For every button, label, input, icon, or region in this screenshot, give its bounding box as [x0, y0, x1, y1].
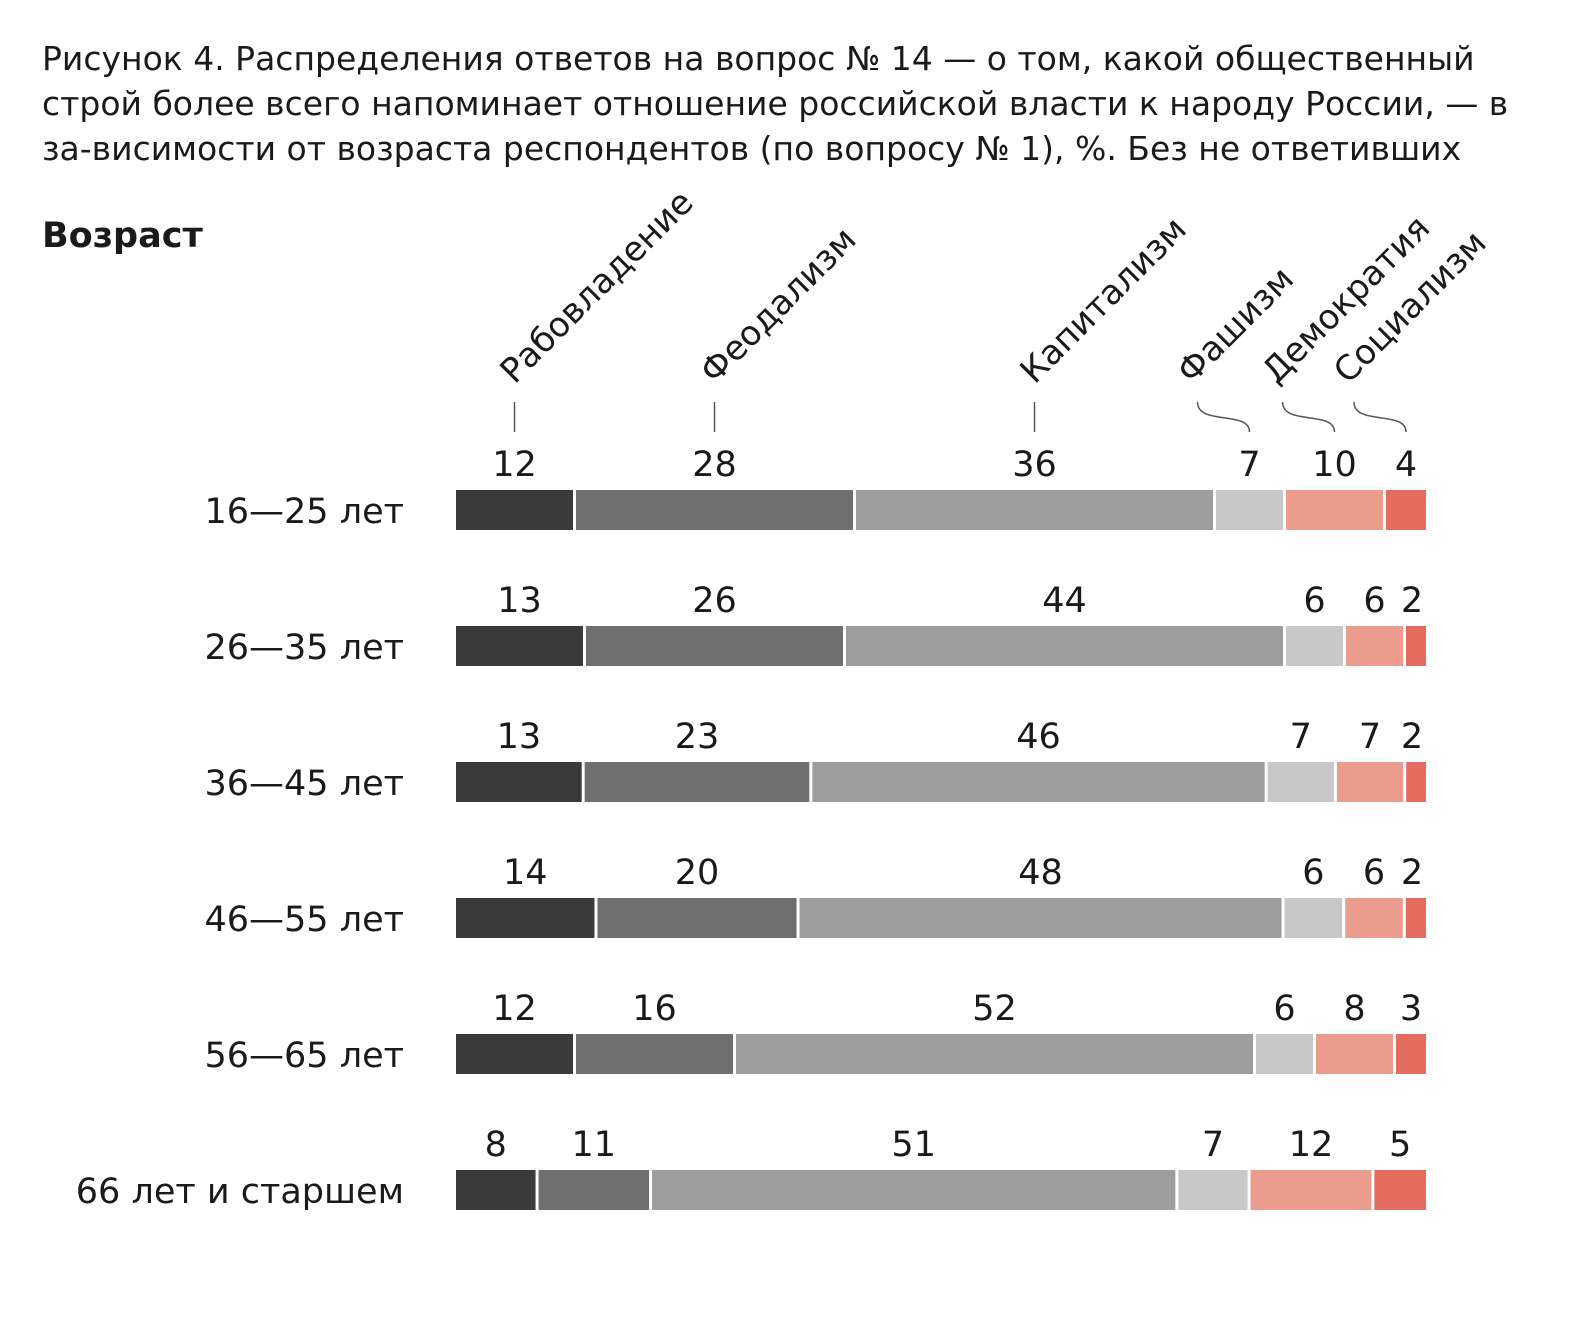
data-label: 6: [1363, 853, 1385, 893]
data-label: 48: [1018, 853, 1063, 893]
row-label: 36—45 лет: [205, 764, 405, 804]
bar-segment: [812, 762, 1265, 802]
data-label: 12: [1289, 1125, 1334, 1165]
bar-segment: [586, 626, 843, 666]
data-label: 46: [1016, 717, 1061, 757]
bar-segment: [1250, 1170, 1372, 1210]
bar-segment: [1178, 1170, 1248, 1210]
data-label: 14: [503, 853, 548, 893]
data-label: 8: [485, 1125, 507, 1165]
bar-segment: [1256, 1034, 1313, 1074]
row-label: 26—35 лет: [205, 628, 405, 668]
bar-segment: [652, 1170, 1176, 1210]
data-label: 13: [497, 581, 542, 621]
chart-title: Рисунок 4. Распределения ответов на вопр…: [42, 39, 1509, 168]
data-label: 2: [1401, 717, 1423, 757]
bar-segment: [1405, 898, 1426, 938]
data-label: 2: [1401, 853, 1423, 893]
bar-segment: [1316, 1034, 1393, 1074]
data-label: 7: [1290, 717, 1312, 757]
bar-segment: [456, 490, 573, 530]
data-label: 5: [1389, 1125, 1411, 1165]
bar-segment: [736, 1034, 1253, 1074]
bar-segment: [846, 626, 1283, 666]
bar-segment: [1374, 1170, 1426, 1210]
legend-label: Рабовладение: [493, 182, 702, 391]
bar-segment: [1396, 1034, 1426, 1074]
data-label: 12: [492, 445, 537, 485]
data-label: 6: [1273, 989, 1295, 1029]
legend-label: Феодализм: [693, 220, 865, 392]
data-label: 7: [1359, 717, 1381, 757]
data-label: 4: [1395, 445, 1417, 485]
bar-segment: [576, 490, 853, 530]
data-label: 28: [692, 445, 737, 485]
bar-segment: [538, 1170, 650, 1210]
bar-segment: [456, 898, 595, 938]
data-label: 7: [1238, 445, 1260, 485]
data-label: 44: [1042, 581, 1087, 621]
row-label: 56—65 лет: [205, 1036, 405, 1076]
bar-segment: [456, 762, 582, 802]
bar-segment: [1286, 490, 1383, 530]
bar-segment: [799, 898, 1282, 938]
bar-segment: [456, 626, 583, 666]
row-label: 66 лет и старшем: [76, 1172, 404, 1212]
bar-segment: [1406, 626, 1426, 666]
bar-segment: [1267, 762, 1334, 802]
bar-segment: [584, 762, 810, 802]
data-label: 52: [972, 989, 1017, 1029]
data-label: 6: [1303, 581, 1325, 621]
bar-segment: [597, 898, 797, 938]
data-label: 16: [632, 989, 677, 1029]
data-label: 6: [1302, 853, 1324, 893]
bar-segment: [576, 1034, 733, 1074]
data-label: 3: [1400, 989, 1422, 1029]
data-label: 10: [1312, 445, 1357, 485]
bar-segment: [856, 490, 1213, 530]
data-label: 13: [497, 717, 542, 757]
leader-line: [1353, 401, 1407, 433]
data-label: 2: [1401, 581, 1423, 621]
data-label: 36: [1012, 445, 1057, 485]
row-label: 46—55 лет: [205, 900, 405, 940]
data-label: 8: [1343, 989, 1365, 1029]
bar-segment: [1386, 490, 1426, 530]
bar-segment: [1336, 762, 1404, 802]
data-label: 11: [572, 1125, 617, 1165]
data-label: 20: [675, 853, 720, 893]
data-label: 23: [675, 717, 720, 757]
bar-segment: [1345, 898, 1403, 938]
bar-segment: [1286, 626, 1343, 666]
data-label: 51: [891, 1125, 936, 1165]
legend-label: Капитализм: [1013, 209, 1195, 391]
bar-segment: [456, 1034, 573, 1074]
bar-segment: [1284, 898, 1343, 938]
leader-line: [1196, 401, 1251, 433]
row-label: 16—25 лет: [205, 492, 405, 532]
bar-segment: [1346, 626, 1403, 666]
bar-segment: [456, 1170, 536, 1210]
data-label: 7: [1202, 1125, 1224, 1165]
y-axis-label: Возраст: [42, 216, 203, 256]
bar-segment: [1406, 762, 1426, 802]
bar-segment: [1216, 490, 1283, 530]
data-label: 6: [1363, 581, 1385, 621]
data-label: 26: [692, 581, 737, 621]
leader-line: [1281, 401, 1336, 433]
data-label: 12: [492, 989, 537, 1029]
